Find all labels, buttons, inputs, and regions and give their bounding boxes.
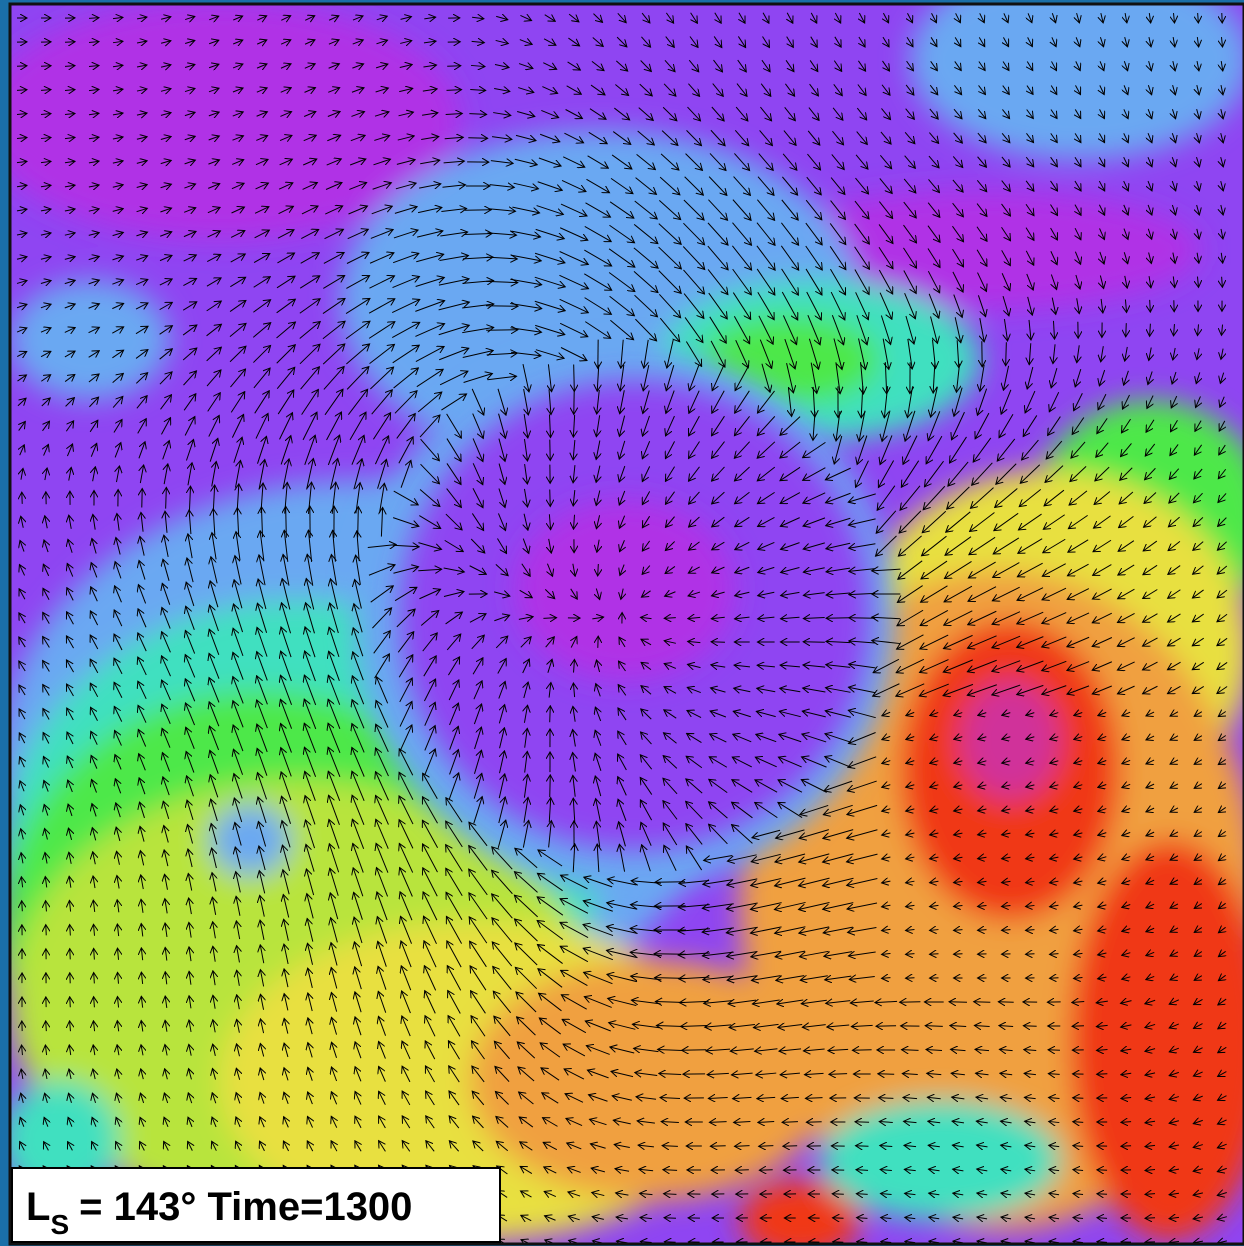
wind-arrow xyxy=(89,18,99,19)
wind-arrow xyxy=(1097,1194,1107,1195)
wind-arrow xyxy=(550,706,551,722)
wind-arrow xyxy=(70,997,71,1007)
wind-arrow xyxy=(486,330,518,331)
wind-arrow xyxy=(1026,954,1035,955)
wind-arrow xyxy=(833,1242,844,1243)
wind-arrow xyxy=(1198,13,1199,23)
wind-arrow xyxy=(543,618,556,619)
wind-arrow xyxy=(682,1050,707,1051)
wind-arrow xyxy=(41,66,51,67)
wind-arrow xyxy=(574,365,575,392)
wind-arrow xyxy=(901,1050,918,1051)
wind-arrow xyxy=(1023,1026,1036,1027)
wind-arrow xyxy=(17,90,27,91)
contour-field xyxy=(0,0,1244,1246)
wind-arrow xyxy=(856,1146,869,1147)
wind-arrow xyxy=(1072,1026,1084,1027)
wind-arrow xyxy=(447,66,461,67)
wind-arrow xyxy=(1073,1122,1083,1123)
wind-arrow xyxy=(65,42,75,43)
wind-arrow xyxy=(954,930,963,931)
wind-arrow xyxy=(803,642,825,643)
wind-arrow xyxy=(486,306,518,307)
wind-arrow xyxy=(358,507,359,538)
wind-arrow xyxy=(664,1242,675,1243)
wind-arrow xyxy=(1002,930,1011,931)
wind-arrow xyxy=(664,1218,676,1219)
wind-arrow xyxy=(856,1170,868,1171)
wind-arrow xyxy=(286,506,287,538)
wind-arrow xyxy=(598,564,599,576)
wind-arrow xyxy=(468,138,487,139)
wind-arrow xyxy=(759,1146,774,1147)
label-symbol: L xyxy=(26,1185,50,1229)
wind-arrow xyxy=(978,930,987,931)
wind-arrow xyxy=(1097,1218,1107,1219)
wind-arrow xyxy=(1145,1218,1155,1219)
label-subscript: S xyxy=(50,1209,69,1240)
wind-arrow xyxy=(550,489,551,506)
wind-arrow xyxy=(1006,342,1007,366)
wind-arrow xyxy=(166,487,167,508)
wind-arrow xyxy=(664,1194,677,1195)
wind-arrow xyxy=(664,618,676,619)
wind-arrow xyxy=(974,1002,991,1003)
crater-center xyxy=(515,500,735,680)
wind-arrow xyxy=(550,775,551,797)
wind-arrow xyxy=(663,1170,677,1171)
wind-arrow xyxy=(930,954,939,955)
wind-arrow xyxy=(1097,1074,1108,1075)
wind-arrow xyxy=(734,1146,749,1147)
page: LS= 143° Time=1300 (() => { const data =… xyxy=(0,0,1244,1246)
wind-arrow xyxy=(1150,300,1151,312)
wind-arrow xyxy=(22,901,23,912)
wind-arrow xyxy=(94,973,95,984)
wind-arrow xyxy=(46,1021,47,1031)
wind-arrow xyxy=(829,1074,847,1075)
label-main: = 143° Time=1300 xyxy=(79,1185,412,1229)
wind-map: LS = 143° Time=1300 xyxy=(0,0,1244,1246)
wind-arrow xyxy=(709,1122,726,1123)
wind-arrow xyxy=(1050,978,1059,979)
wind-arrow xyxy=(852,1050,871,1051)
wind-arrow xyxy=(925,1026,943,1027)
wind-arrow xyxy=(1126,323,1127,337)
